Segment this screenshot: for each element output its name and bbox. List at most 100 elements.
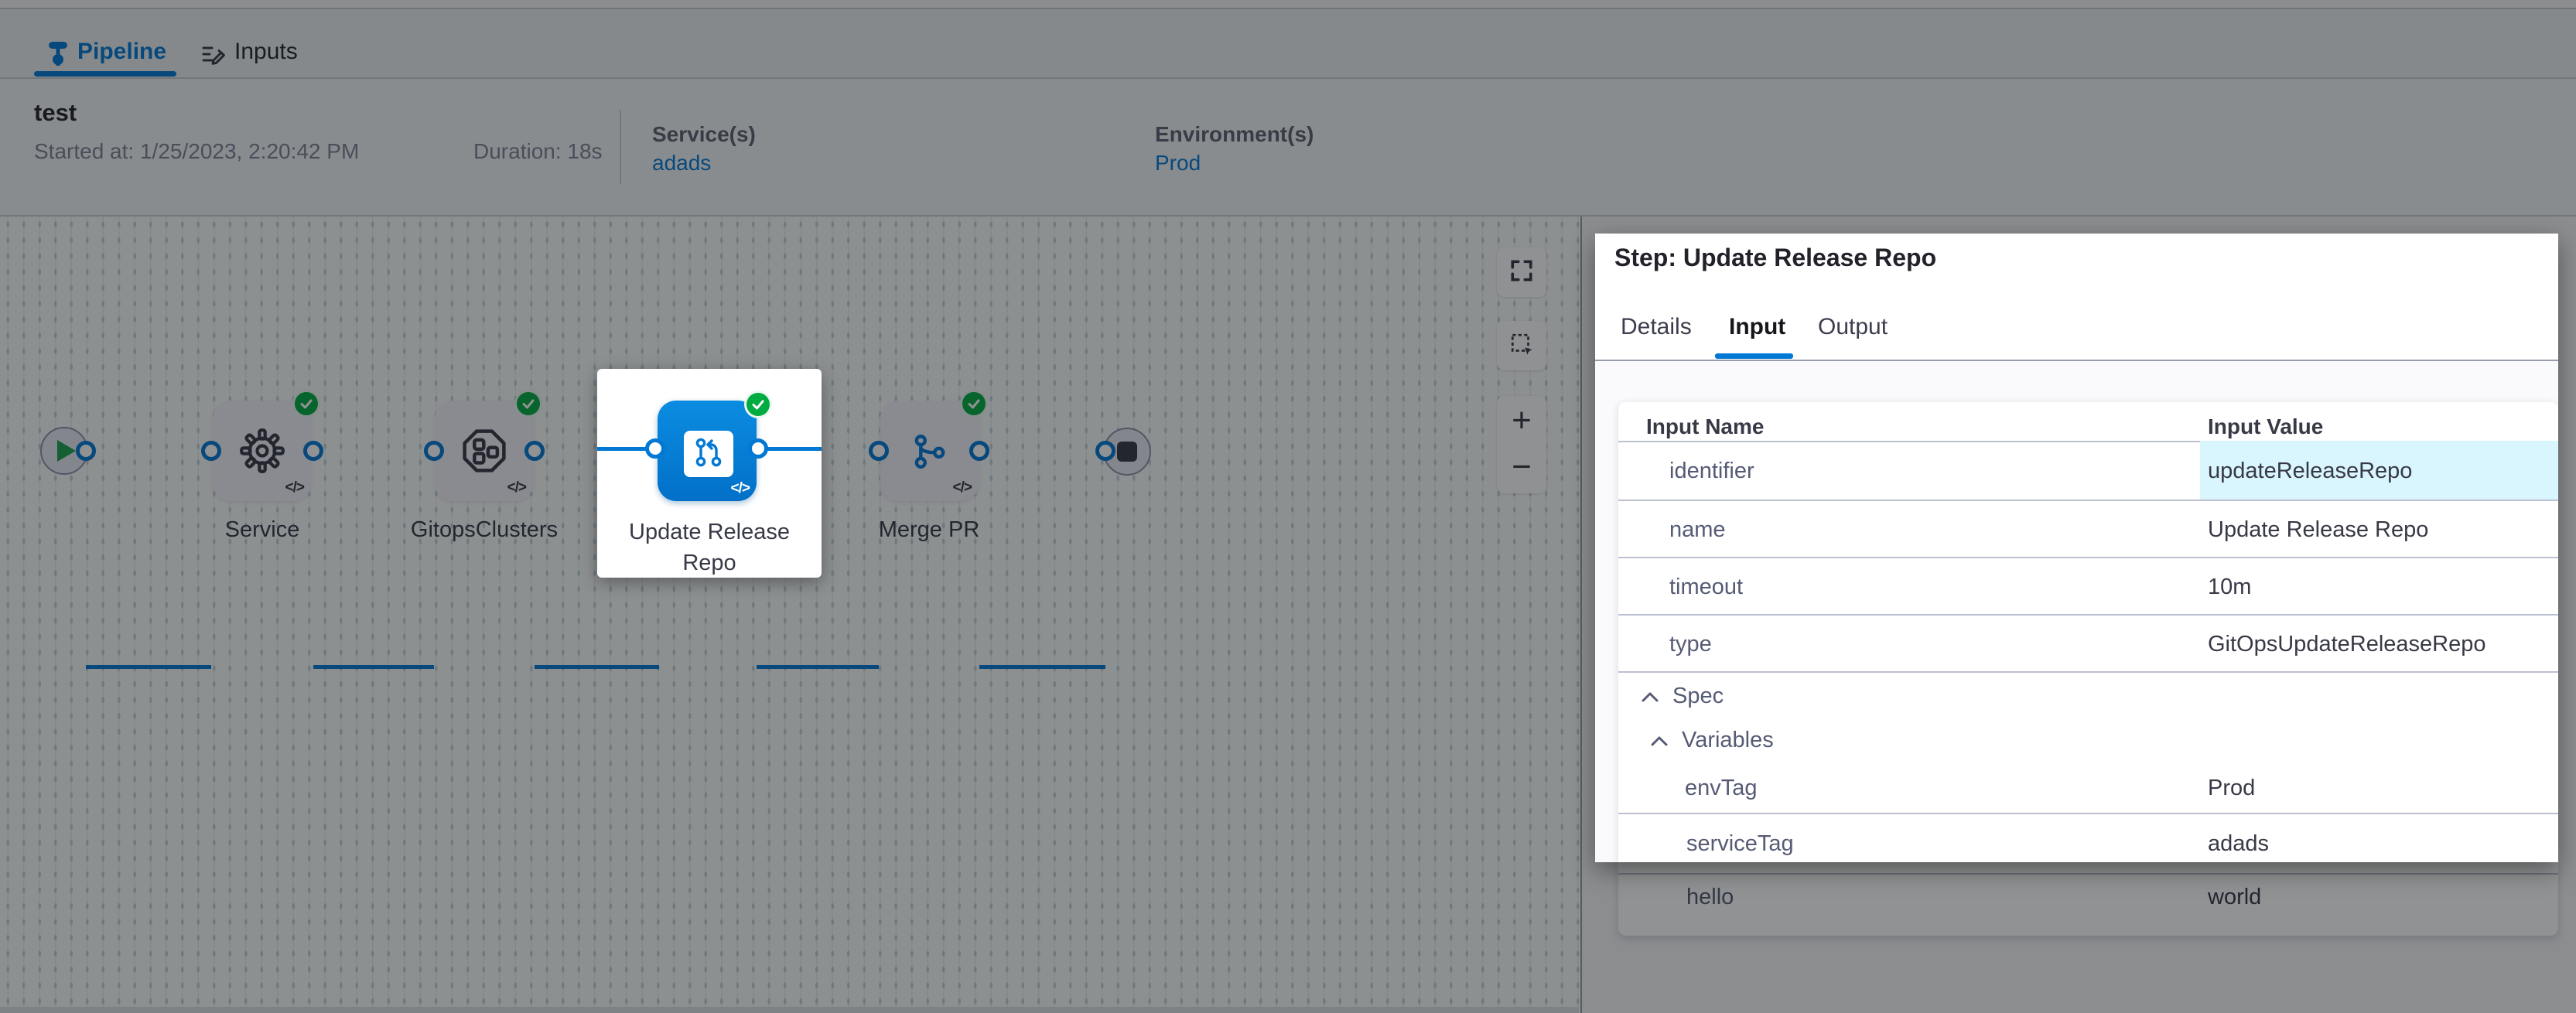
row-divider — [1618, 873, 2558, 875]
node-port — [76, 441, 96, 461]
input-table-overflow: hello world — [1618, 862, 2558, 936]
step-details-drawer: Step: Update Release Repo Details Input … — [1595, 234, 2558, 862]
node-port — [869, 441, 889, 461]
environments-label: Environment(s) — [1155, 122, 1314, 146]
node-gitopsclusters[interactable]: </> — [435, 401, 534, 501]
environments-value-link[interactable]: Prod — [1155, 151, 1201, 175]
input-name-cell: envTag — [1685, 776, 1758, 800]
services-value-link[interactable]: adads — [652, 151, 712, 175]
zoom-out-button[interactable]: − — [1512, 447, 1532, 486]
connector-line — [313, 665, 434, 669]
group-row-spec[interactable]: Spec — [1672, 684, 1724, 708]
clusters-octagon-icon — [460, 427, 508, 479]
header-divider — [1618, 441, 2558, 442]
git-update-icon — [691, 435, 726, 473]
fit-to-screen-button[interactable] — [1497, 247, 1546, 297]
connector-line — [86, 665, 211, 669]
node-label-merge-pr: Merge PR — [878, 517, 980, 542]
node-service[interactable]: </> — [213, 401, 312, 501]
tab-output[interactable]: Output — [1818, 314, 1888, 339]
marquee-select-button[interactable] — [1497, 321, 1546, 370]
input-name-cell: timeout — [1669, 575, 1744, 599]
duration-text: Duration: 18s — [473, 139, 603, 163]
row-divider — [1618, 557, 2558, 558]
node-icon-plate — [684, 431, 733, 477]
input-name-cell: hello — [1686, 885, 1734, 909]
node-port — [645, 438, 665, 459]
input-name-cell: serviceTag — [1686, 831, 1794, 856]
node-label-service: Service — [224, 517, 300, 542]
input-name-cell: type — [1669, 632, 1712, 657]
input-value-cell: 10m — [2208, 575, 2252, 599]
expand-icon — [1509, 258, 1534, 287]
play-icon — [57, 440, 76, 462]
zoom-controls: + − — [1497, 396, 1546, 493]
row-divider — [1618, 671, 2558, 673]
active-tab-underline — [1715, 353, 1793, 359]
header-divider — [620, 110, 621, 184]
canvas-scrollbar[interactable] — [0, 1007, 1579, 1013]
marquee-selection-icon — [1509, 332, 1534, 360]
input-value-cell: updateReleaseRepo — [2208, 459, 2413, 483]
node-update-release-repo[interactable]: </> — [658, 401, 757, 501]
node-port — [424, 441, 444, 461]
node-port — [303, 441, 323, 461]
input-value-cell: GitOpsUpdateReleaseRepo — [2208, 632, 2486, 657]
top-border-line — [0, 8, 2576, 9]
row-divider — [1618, 614, 2558, 616]
node-merge-pr[interactable]: </> — [880, 401, 979, 501]
group-row-variables[interactable]: Variables — [1682, 728, 1774, 752]
connector-line — [597, 447, 658, 451]
chevron-up-icon[interactable] — [1642, 691, 1659, 702]
active-tab-underline — [34, 71, 176, 77]
tab-inputs[interactable]: Inputs — [234, 39, 298, 64]
pipeline-canvas[interactable]: </> Service </> GitopsClusters </> Merge… — [0, 217, 1582, 1013]
tab-details[interactable]: Details — [1621, 314, 1692, 339]
node-port — [748, 438, 768, 459]
row-divider — [1618, 500, 2558, 501]
input-name-cell: name — [1669, 517, 1726, 542]
column-header-input-value: Input Value — [2208, 414, 2324, 438]
chevron-up-icon[interactable] — [1651, 735, 1668, 746]
node-port — [1095, 441, 1115, 461]
node-port — [201, 441, 221, 461]
input-value-cell: Prod — [2208, 776, 2256, 800]
input-value-cell: Update Release Repo — [2208, 517, 2429, 542]
node-label-gitopsclusters: GitopsClusters — [410, 517, 559, 542]
connector-line — [535, 665, 659, 669]
highlighted-cell — [2200, 441, 2558, 500]
input-value-cell: world — [2208, 885, 2262, 909]
input-table: Input Name Input Value identifier update… — [1618, 402, 2558, 862]
tab-input[interactable]: Input — [1729, 314, 1786, 339]
connector-line — [757, 665, 879, 669]
git-branch-icon — [910, 431, 950, 476]
template-code-glyph: </> — [730, 480, 751, 496]
success-check-icon — [960, 390, 988, 418]
input-name-cell: identifier — [1669, 459, 1754, 483]
selected-node-spotlight: </> Update Release Repo — [597, 369, 822, 578]
pipeline-icon — [48, 40, 68, 70]
tab-pipeline[interactable]: Pipeline — [77, 39, 167, 64]
connector-line — [757, 447, 822, 451]
started-at-text: Started at: 1/25/2023, 2:20:42 PM — [34, 139, 360, 163]
pipeline-name: test — [34, 99, 77, 126]
node-port — [969, 441, 989, 461]
inputs-icon — [201, 42, 226, 70]
input-value-cell: adads — [2208, 831, 2270, 856]
run-header: test Started at: 1/25/2023, 2:20:42 PM D… — [0, 79, 2576, 217]
column-header-input-name: Input Name — [1646, 414, 1765, 438]
services-label: Service(s) — [652, 122, 756, 146]
tabs-divider — [1595, 360, 2558, 361]
stop-icon — [1117, 442, 1137, 462]
success-check-icon — [514, 390, 542, 418]
template-code-glyph: </> — [952, 479, 973, 496]
drawer-title: Step: Update Release Repo — [1614, 244, 1937, 271]
template-code-glyph: </> — [507, 479, 528, 496]
zoom-in-button[interactable]: + — [1512, 401, 1532, 439]
node-port — [524, 441, 545, 461]
template-code-glyph: </> — [285, 479, 306, 496]
top-tab-bar: Pipeline Inputs — [0, 9, 2576, 79]
row-divider — [1618, 813, 2558, 814]
node-label-update-release-repo: Update Release Repo — [629, 520, 790, 575]
success-check-icon — [744, 391, 772, 418]
